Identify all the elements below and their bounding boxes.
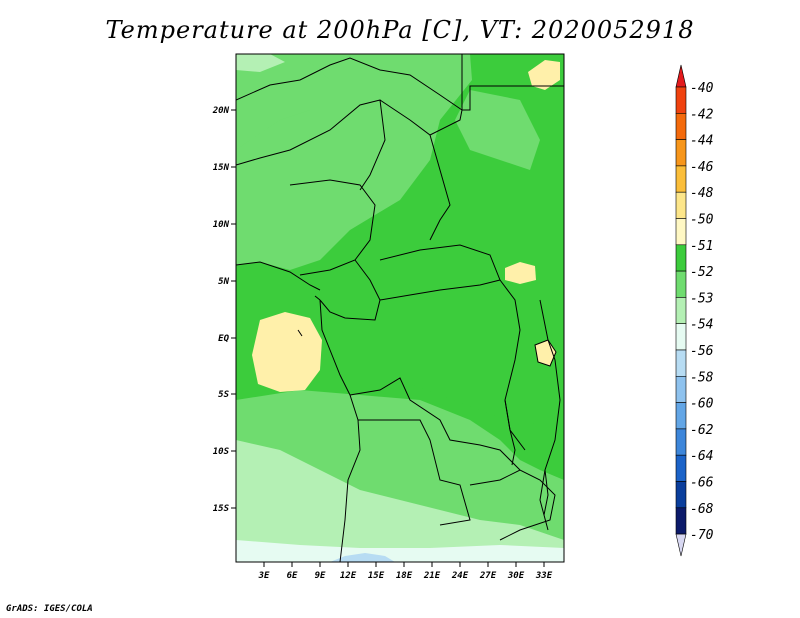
x-tick-label: 6E [287,571,298,581]
colorbar-label: -48 [690,186,714,201]
field-51-ne [528,60,560,90]
map-borders [236,54,564,562]
colorbar-label: -46 [690,160,714,175]
border-lake-malawi [543,469,549,516]
colorbar-label: -62 [690,423,714,438]
colorbar-swatch [675,428,687,456]
colorbar-label: -64 [690,449,713,464]
colorbar-label: -40 [690,81,714,96]
y-tick-label: 20N [212,106,230,116]
colorbar-label: -44 [690,134,713,149]
colorbar-label: -53 [690,291,713,306]
x-tick-label: 27E [479,571,497,581]
x-tick-label: 12E [340,571,357,581]
colorbar-label: -50 [690,213,714,228]
colorbar-swatch [675,454,687,482]
colorbar: -40 -42 -44 -46 -48 -50 -51 -52 -53 -54 -56 -58 -60 -… [675,64,714,557]
colorbar-swatch [675,86,687,114]
x-tick-label: 21E [423,571,441,581]
colorbar-bottom-triangle [675,533,687,557]
colorbar-label: -51 [690,239,713,254]
chart-title: Temperature at 200hPa [C], VT: 202005291… [105,16,695,44]
x-tick-label: 24E [451,571,469,581]
colorbar-label: -42 [690,107,714,122]
x-tick-label: 30E [507,571,525,581]
colorbar-swatch [675,244,687,272]
colorbar-swatch [675,323,687,351]
x-tick-label: 18E [396,571,413,581]
colorbar-label: -58 [690,370,714,385]
colorbar-swatch [675,165,687,193]
colorbar-label: -52 [690,265,714,280]
x-tick-label: 33E [535,571,553,581]
colorbar-label: -60 [690,397,714,412]
colorbar-swatch [675,349,687,377]
border-sahel [236,99,386,191]
field-54-nw [236,54,285,72]
colorbar-top-triangle [675,64,687,88]
border-gulf-islands [297,295,321,337]
y-tick-label: 10S [213,447,230,457]
border-lake-victoria [534,339,557,367]
colorbar-swatch [675,375,687,403]
y-tick-label: 10N [213,220,230,230]
colorbar-swatch [675,139,687,167]
border-east-coast [539,299,561,531]
border-nigeria [289,179,376,276]
field-52-equator [300,260,564,425]
x-axis: 3E 6E 9E 12E 15E 18E 21E 24E 27E 30E 33E [258,562,553,581]
x-tick-label: 9E [315,571,326,581]
field-53-nw [236,54,330,150]
x-tick-label: 15E [368,571,385,581]
colorbar-swatch [675,402,687,430]
border-angola [358,419,471,526]
map-frame [235,53,565,563]
y-tick-label: 5N [218,277,229,287]
field-55-bottom [236,540,564,562]
colorbar-label: -68 [690,502,714,517]
field-54-south [236,440,564,562]
field-51-east [505,262,536,284]
y-tick-label: 15N [213,163,230,173]
field-53-east [455,90,540,170]
colorbar-label: -54 [690,318,713,333]
colorbar-swatch [675,507,687,535]
colorbar-swatch [675,113,687,140]
colorbar-label: -66 [690,476,714,491]
border-lake-tanganyika [504,399,516,466]
colorbar-label: -70 [690,528,714,543]
colorbar-swatch [675,297,687,324]
colorbar-label: -56 [690,344,714,359]
border-sudan [429,134,451,241]
colorbar-swatch [675,218,687,246]
y-tick-label: 5S [218,390,229,400]
border-drc-south [349,377,521,471]
temperature-field [236,54,564,562]
border-cameroon [319,259,381,321]
border-north-1 [236,57,463,111]
y-tick-label: 15S [213,504,230,514]
border-congo-coast [319,299,361,562]
y-axis: 20N 15N 10N 5N EQ 5S 10S 15S [212,106,236,514]
colorbar-swatch [675,481,687,509]
colorbar-swatch [675,191,687,219]
border-westafrica-coast [236,261,321,291]
x-tick-label: 3E [258,571,270,581]
colorbar-swatch [675,270,687,298]
border-libya-egypt [461,54,564,111]
y-tick-label: EQ [218,334,229,344]
grads-credit: GrADS: IGES/COLA [6,604,93,614]
field-51-atlantic [252,312,322,392]
field-56-bottom [330,553,395,562]
